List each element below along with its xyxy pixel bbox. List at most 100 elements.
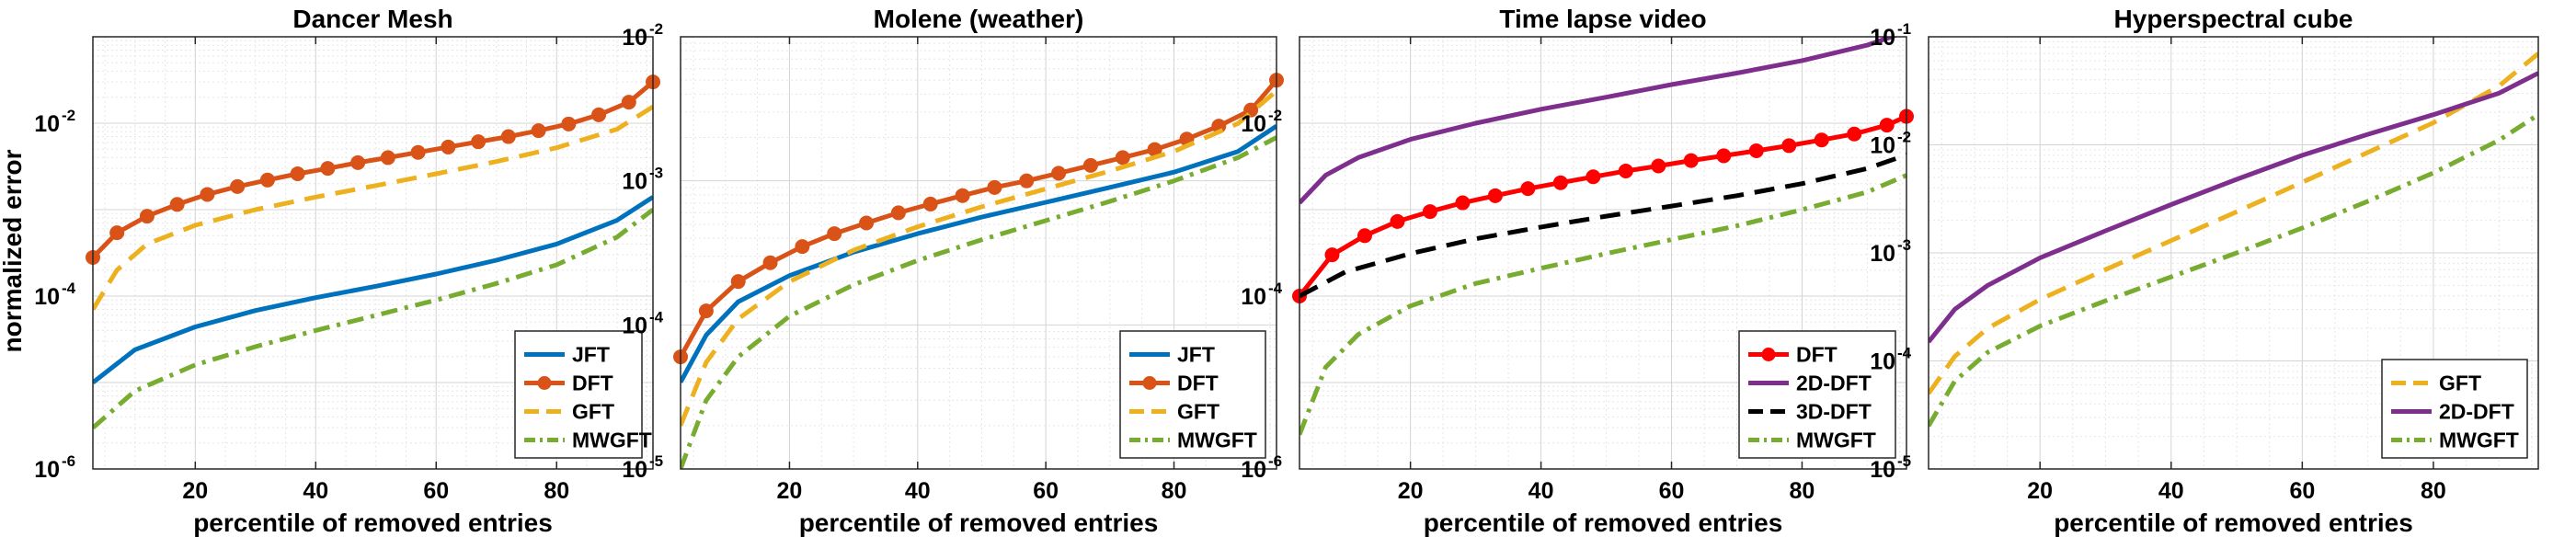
y-tick-label: 10 -5 bbox=[622, 452, 663, 483]
y-tick-base: 10 bbox=[34, 284, 60, 310]
data-point-dft bbox=[1455, 195, 1471, 211]
series-line-mwgft bbox=[1929, 112, 2538, 428]
legend-marker bbox=[537, 376, 552, 390]
y-tick-exponent: -4 bbox=[1897, 345, 1912, 362]
x-axis-label: percentile of removed entries bbox=[799, 508, 1159, 537]
legend-label: MWGFT bbox=[2439, 428, 2519, 452]
data-point-dft bbox=[169, 197, 185, 212]
data-point-dft bbox=[410, 144, 426, 160]
axes-box bbox=[92, 36, 654, 470]
data-point-dft bbox=[500, 129, 516, 144]
y-tick-base: 10 bbox=[622, 25, 647, 51]
x-axis-label: percentile of removed entries bbox=[193, 508, 553, 537]
y-tick-exponent: -2 bbox=[1897, 129, 1911, 146]
y-tick-label: 10 -6 bbox=[34, 452, 75, 483]
data-point-dft bbox=[1748, 143, 1764, 158]
y-tick-label: 10 -4 bbox=[1870, 345, 1911, 375]
data-point-dft bbox=[471, 134, 487, 150]
y-tick-base: 10 bbox=[622, 313, 647, 338]
legend-box bbox=[2381, 359, 2528, 459]
y-tick-base: 10 bbox=[34, 111, 60, 137]
y-tick-label: 10 -2 bbox=[1870, 129, 1911, 159]
legend-label: MWGFT bbox=[1177, 428, 1257, 452]
y-tick-label: 10 -2 bbox=[622, 20, 663, 51]
y-tick-base: 10 bbox=[34, 457, 60, 483]
x-tick-label: 60 bbox=[2289, 478, 2315, 504]
x-tick-label: 80 bbox=[544, 478, 569, 504]
data-point-dft bbox=[350, 154, 366, 170]
legend-label: MWGFT bbox=[572, 428, 652, 452]
series-line-3d-dft bbox=[1299, 153, 1906, 299]
series-line-2d-dft bbox=[1929, 71, 2538, 344]
y-tick-exponent: -4 bbox=[62, 280, 76, 297]
data-point-dft bbox=[1814, 132, 1829, 148]
legend-label: JFT bbox=[1177, 343, 1215, 367]
data-point-dft bbox=[1781, 138, 1797, 154]
y-tick-label: 10 -3 bbox=[622, 165, 663, 195]
y-tick-base: 10 bbox=[1241, 284, 1266, 310]
series-line-jft bbox=[93, 195, 653, 384]
legend-label: GFT bbox=[572, 400, 614, 424]
x-tick-label: 40 bbox=[303, 478, 328, 504]
x-tick-label: 40 bbox=[905, 478, 931, 504]
legend: JFT DFT GFT MWGFT bbox=[1119, 330, 1266, 459]
legend-label: GFT bbox=[2439, 371, 2481, 395]
legend-label: GFT bbox=[1177, 400, 1219, 424]
y-tick-base: 10 bbox=[622, 169, 647, 195]
axes-box bbox=[1299, 36, 1907, 470]
axes-box bbox=[680, 36, 1277, 470]
data-point-dft bbox=[890, 205, 906, 221]
legend-label: DFT bbox=[1796, 343, 1838, 367]
data-point-dft bbox=[591, 107, 607, 122]
data-point-dft bbox=[1487, 188, 1503, 203]
y-tick-base: 10 bbox=[622, 457, 647, 483]
legend: GFT 2D-DFT MWGFT bbox=[2381, 359, 2528, 459]
legend-label: 2D-DFT bbox=[2439, 400, 2514, 424]
x-tick-label: 20 bbox=[1398, 478, 1424, 504]
y-tick-base: 10 bbox=[1870, 133, 1895, 159]
series-line-mwgft bbox=[681, 135, 1277, 469]
data-point-dft bbox=[1390, 213, 1405, 229]
data-point-dft bbox=[320, 161, 336, 177]
x-axis-label: percentile of removed entries bbox=[2054, 508, 2413, 537]
x-tick-label: 60 bbox=[1659, 478, 1685, 504]
legend-label: 3D-DFT bbox=[1796, 400, 1872, 424]
data-point-dft bbox=[1716, 148, 1732, 164]
data-point-dft bbox=[698, 303, 714, 319]
data-point-dft bbox=[987, 179, 1002, 195]
y-tick-exponent: -2 bbox=[1268, 107, 1282, 124]
x-tick-label: 40 bbox=[2158, 478, 2184, 504]
y-tick-base: 10 bbox=[1870, 241, 1895, 267]
y-tick-base: 10 bbox=[1870, 457, 1895, 483]
data-point-dft bbox=[259, 172, 275, 188]
x-tick-label: 60 bbox=[423, 478, 449, 504]
chart-title: Hyperspectral cube bbox=[2114, 5, 2353, 33]
data-point-dft bbox=[531, 123, 546, 139]
legend-label: JFT bbox=[572, 343, 610, 367]
data-point-dft bbox=[290, 166, 305, 181]
axes-box bbox=[1928, 36, 2539, 470]
data-point-dft bbox=[1019, 173, 1035, 189]
legend-label: MWGFT bbox=[1796, 428, 1876, 452]
data-point-dft bbox=[109, 225, 125, 241]
legend-label: 2D-DFT bbox=[1796, 371, 1872, 395]
y-tick-label: 10 -4 bbox=[34, 280, 75, 310]
data-point-dft bbox=[1357, 228, 1372, 244]
data-point-dft bbox=[859, 215, 875, 231]
x-axis-label: percentile of removed entries bbox=[1424, 508, 1783, 537]
y-tick-base: 10 bbox=[1870, 25, 1895, 51]
data-point-dft bbox=[795, 239, 810, 255]
y-tick-exponent: -4 bbox=[1268, 280, 1283, 297]
data-point-dft bbox=[1552, 175, 1568, 190]
series-line-2d-dft bbox=[1299, 37, 1899, 205]
y-tick-exponent: -6 bbox=[62, 452, 75, 470]
series-line-gft bbox=[93, 104, 653, 311]
data-point-dft bbox=[1683, 153, 1699, 168]
x-tick-label: 20 bbox=[182, 478, 208, 504]
data-point-dft bbox=[922, 196, 938, 211]
series-line-gft bbox=[1929, 51, 2538, 395]
data-point-dft bbox=[1847, 126, 1862, 142]
data-point-dft bbox=[1618, 163, 1633, 178]
